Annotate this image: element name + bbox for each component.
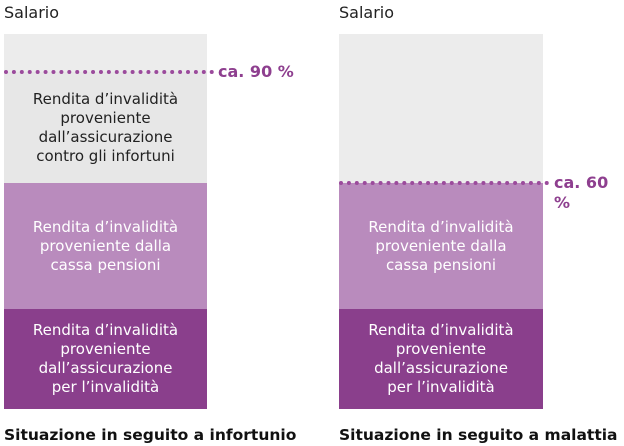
left-caption: Situazione in seguito a infortunio: [4, 426, 297, 444]
right-disability-insurance-text: Rendita d’invalidità proveniente dall’as…: [368, 321, 514, 396]
right-threshold-line: [339, 181, 549, 185]
right-disability-insurance-segment: Rendita d’invalidità proveniente dall’as…: [339, 309, 543, 409]
right-threshold-label: ca. 60 %: [554, 173, 609, 212]
right-pension-fund-text: Rendita d’invalidità proveniente dalla c…: [368, 217, 514, 274]
left-pension-fund-text: Rendita d’invalidità proveniente dalla c…: [32, 217, 179, 274]
right-caption: Situazione in seguito a malattia: [339, 426, 618, 444]
right-pension-fund-segment: Rendita d’invalidità proveniente dalla c…: [339, 183, 543, 309]
left-disability-insurance-text: Rendita d’invalidità proveniente dall’as…: [32, 321, 179, 396]
left-salary-label: Salario: [4, 3, 60, 22]
left-threshold-label: ca. 90 %: [218, 62, 294, 81]
left-accident-insurance-segment: Rendita d’invalidità proveniente dall’as…: [4, 72, 207, 183]
left-pension-fund-segment: Rendita d’invalidità proveniente dalla c…: [4, 183, 207, 309]
left-accident-insurance-text: Rendita d’invalidità proveniente dall’as…: [32, 89, 179, 165]
right-salary-label: Salario: [339, 3, 395, 22]
left-disability-insurance-segment: Rendita d’invalidità proveniente dall’as…: [4, 309, 207, 409]
left-threshold-line: [4, 70, 214, 74]
